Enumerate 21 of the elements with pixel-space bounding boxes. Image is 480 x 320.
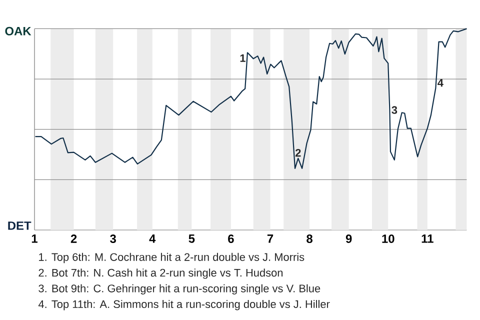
x-tick-label: 8 [306,234,312,243]
text: OAK [5,26,32,36]
annotation: 4 [438,79,444,87]
x-tick-label: 5 [188,234,195,243]
text: 1. Top 6th: M. Cochrane hit a 2-run double vs J. Morris [39,252,304,264]
text: DET [8,222,32,230]
x-tick-label: 3 [110,234,116,244]
x-tick-label: 11 [422,234,434,243]
text: 2. Bot 7th: N. Cash hit a 2-run single vs T. Hudson [38,268,283,279]
annotation: 2 [295,148,301,157]
x-tick-label: 1 [32,234,38,243]
annotation: 1 [240,54,246,62]
x-tick-label: 6 [228,234,234,243]
annotation: 3 [392,106,398,114]
x-tick-label: 10 [382,234,394,243]
x-tick-label: 4 [149,234,156,243]
x-tick-label: 9 [346,234,352,243]
text: 4. Top 11th: A. Simmons hit a run-scoring double vs J. Hiller [38,300,330,310]
x-tick-label: 7 [267,234,274,243]
x-tick-label: 2 [70,234,77,243]
text: 3. Bot 9th: C. Gehringer hit a run-scoring single vs V. Blue [38,284,320,294]
